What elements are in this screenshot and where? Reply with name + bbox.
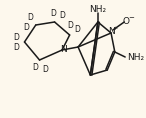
Text: NH₂: NH₂ <box>127 53 144 61</box>
Text: D: D <box>13 44 19 53</box>
Text: D: D <box>68 21 74 30</box>
Text: −: − <box>128 15 134 21</box>
Text: O: O <box>123 17 130 25</box>
Text: N: N <box>60 46 66 55</box>
Text: D: D <box>74 25 80 34</box>
Text: +: + <box>112 27 117 32</box>
Text: N: N <box>108 27 114 36</box>
Text: D: D <box>32 63 38 72</box>
Text: D: D <box>27 13 33 23</box>
Text: D: D <box>42 65 48 74</box>
Text: D: D <box>59 11 65 21</box>
Text: D: D <box>13 34 19 42</box>
Text: D: D <box>50 10 56 19</box>
Text: D: D <box>23 23 29 32</box>
Text: NH₂: NH₂ <box>89 6 106 15</box>
